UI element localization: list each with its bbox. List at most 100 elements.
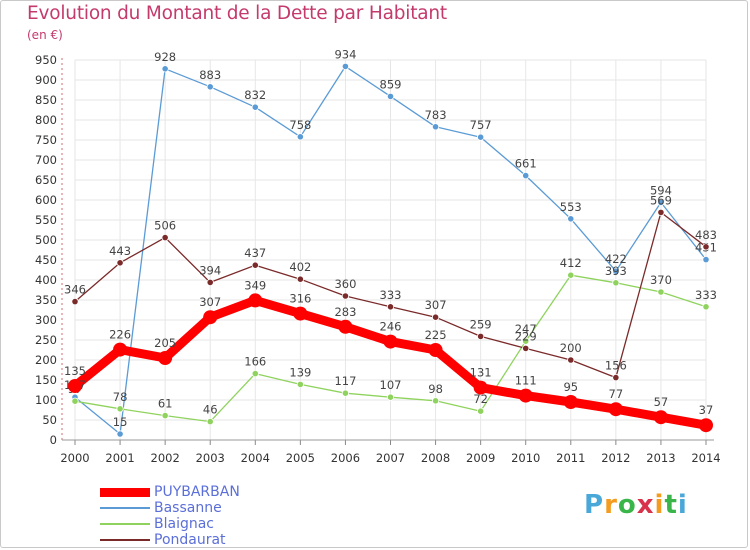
data-label-pondaurat: 156 <box>605 359 627 373</box>
data-label-bassanne: 15 <box>113 415 128 429</box>
data-label-pondaurat: 394 <box>199 263 221 277</box>
legend-label: Blaignac <box>154 516 214 532</box>
legend-item-puybarban: PUYBARBAN <box>100 484 240 500</box>
legend-item-blaignac: Blaignac <box>100 516 240 532</box>
data-label-puybarban: 57 <box>654 395 669 409</box>
y-tick-label: 350 <box>35 293 57 307</box>
data-point-blaignac <box>612 279 620 287</box>
chart-title: Evolution du Montant de la Dette par Hab… <box>27 3 447 24</box>
x-tick-label: 2014 <box>691 451 720 465</box>
data-label-bassanne: 422 <box>605 252 627 266</box>
data-label-blaignac: 247 <box>515 322 537 336</box>
data-point-puybarban <box>338 319 353 334</box>
y-tick-label: 900 <box>35 73 57 87</box>
data-label-puybarban: 283 <box>334 305 356 319</box>
legend-swatch <box>100 487 150 497</box>
data-label-puybarban: 225 <box>425 328 447 342</box>
y-tick-label: 50 <box>42 413 57 427</box>
y-tick-label: 100 <box>35 393 57 407</box>
data-point-puybarban <box>158 351 173 365</box>
data-label-puybarban: 246 <box>380 320 402 334</box>
proxiti-logo: Proxiti <box>584 490 688 520</box>
data-label-puybarban: 349 <box>244 278 266 292</box>
data-point-pondaurat <box>612 373 620 382</box>
data-point-blaignac <box>386 393 395 401</box>
data-label-puybarban: 307 <box>199 295 221 309</box>
x-tick-label: 2010 <box>511 451 540 465</box>
data-label-blaignac: 370 <box>650 273 672 287</box>
data-point-pondaurat <box>161 234 169 242</box>
data-point-bassanne <box>567 215 575 223</box>
data-label-blaignac: 139 <box>289 365 311 379</box>
data-label-pondaurat: 333 <box>380 288 402 302</box>
y-tick-label: 700 <box>35 153 57 167</box>
data-point-bassanne <box>206 83 214 91</box>
legend-swatch <box>100 523 150 525</box>
data-point-puybarban <box>608 402 623 417</box>
data-label-bassanne: 661 <box>515 157 537 171</box>
y-tick-label: 400 <box>35 273 57 287</box>
x-tick-label: 2011 <box>556 451 585 465</box>
brand-letter: o <box>617 490 637 520</box>
y-tick-label: 300 <box>35 313 57 327</box>
data-label-puybarban: 131 <box>470 366 492 380</box>
data-point-blaignac <box>296 380 304 388</box>
data-label-pondaurat: 259 <box>470 317 492 331</box>
data-point-bassanne <box>296 133 304 141</box>
brand-letter: P <box>584 490 605 520</box>
data-label-pondaurat: 506 <box>154 219 176 233</box>
data-label-blaignac: 393 <box>605 264 627 278</box>
legend-swatch <box>100 507 150 509</box>
data-label-bassanne: 859 <box>380 77 402 91</box>
x-tick-label: 2002 <box>151 451 180 465</box>
data-label-bassanne: 758 <box>289 118 311 132</box>
data-label-puybarban: 111 <box>515 374 537 388</box>
data-label-pondaurat: 346 <box>64 283 86 297</box>
data-point-bassanne <box>431 123 440 131</box>
data-point-blaignac <box>567 271 575 279</box>
data-point-blaignac <box>71 397 79 405</box>
brand-letter: t <box>664 490 678 520</box>
data-label-bassanne: 832 <box>244 88 266 102</box>
legend-item-bassanne: Bassanne <box>100 500 240 516</box>
x-tick-label: 2003 <box>196 451 225 465</box>
data-label-blaignac: 46 <box>203 403 218 417</box>
data-point-blaignac <box>161 411 169 420</box>
data-point-blaignac <box>477 407 485 415</box>
y-tick-label: 600 <box>35 193 57 207</box>
data-label-blaignac: 61 <box>158 397 173 411</box>
data-point-puybarban <box>383 334 398 349</box>
data-point-bassanne <box>251 103 259 111</box>
data-point-bassanne <box>522 172 530 180</box>
data-label-puybarban: 205 <box>154 336 176 350</box>
data-point-pondaurat <box>477 332 485 340</box>
data-label-puybarban: 226 <box>109 328 131 342</box>
y-tick-label: 850 <box>35 93 57 107</box>
legend-item-pondaurat: Pondaurat <box>100 532 240 548</box>
data-point-bassanne <box>477 133 485 141</box>
data-point-puybarban <box>113 342 128 357</box>
data-label-blaignac: 333 <box>695 288 717 302</box>
x-tick-label: 2000 <box>60 451 89 465</box>
data-label-bassanne: 594 <box>650 183 672 197</box>
data-point-pondaurat <box>522 344 530 352</box>
data-label-bassanne: 928 <box>154 50 176 64</box>
x-tick-label: 2009 <box>466 451 495 465</box>
brand-letter: i <box>677 490 688 520</box>
data-point-puybarban <box>473 380 488 395</box>
brand-letter: x <box>636 490 655 520</box>
data-point-bassanne <box>657 198 665 206</box>
data-point-bassanne <box>161 65 169 73</box>
unit-label: (en €) <box>27 28 63 42</box>
x-tick-label: 2012 <box>601 451 630 465</box>
data-label-pondaurat: 229 <box>515 329 537 343</box>
data-label-bassanne: 757 <box>470 118 492 132</box>
data-label-puybarban: 135 <box>64 364 86 378</box>
data-label-puybarban: 37 <box>699 403 714 417</box>
data-point-bassanne <box>341 62 350 71</box>
x-tick-label: 2008 <box>421 451 450 465</box>
data-point-blaignac <box>206 417 214 426</box>
data-point-blaignac <box>431 397 440 405</box>
data-point-puybarban <box>563 395 578 409</box>
data-label-puybarban: 77 <box>609 387 624 401</box>
